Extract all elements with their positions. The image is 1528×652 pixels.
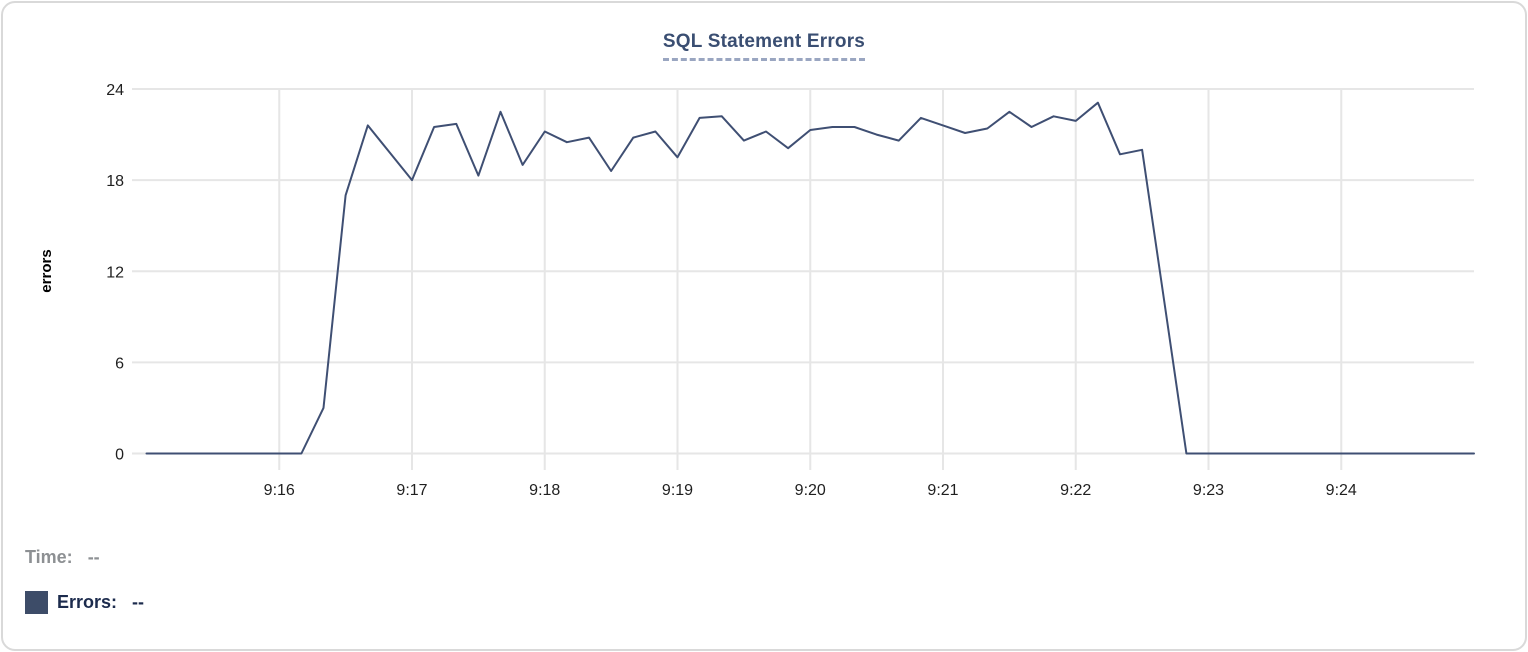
y-tick-label: 24 [106,82,124,99]
x-tick-label: 9:20 [795,482,826,499]
legend-row-time: Time: -- [25,547,100,568]
x-tick-label: 9:23 [1193,482,1224,499]
errors-line [145,101,1475,455]
legend-time-label: Time: [25,547,73,567]
x-tick-label: 9:21 [927,482,958,499]
x-tick-label: 9:16 [264,482,295,499]
x-tick-label: 9:18 [529,482,560,499]
chart-title: SQL Statement Errors [662,31,866,61]
legend-errors-value: -- [132,592,145,612]
errors-series-swatch-icon [25,591,48,614]
chart-title-wrap: SQL Statement Errors [3,31,1525,61]
x-tick-label: 9:17 [396,482,427,499]
y-tick-label: 18 [106,173,124,190]
x-tick-label: 9:24 [1326,482,1357,499]
y-tick-label: 12 [106,264,124,281]
y-tick-label: 0 [115,447,124,464]
x-tick-label: 9:22 [1060,482,1091,499]
legend-errors-label: Errors: [57,592,118,612]
x-tick-label: 9:19 [662,482,693,499]
legend-row-errors: Errors: -- [25,591,144,614]
y-axis-label: errors [38,249,55,292]
legend-time-value: -- [87,547,100,567]
y-tick-label: 6 [115,355,124,372]
errors-line-chart[interactable]: 0 6 12 18 24 9:16 9:17 9:18 9:19 9:20 9:21 9:22 9:23… [3,3,1528,508]
